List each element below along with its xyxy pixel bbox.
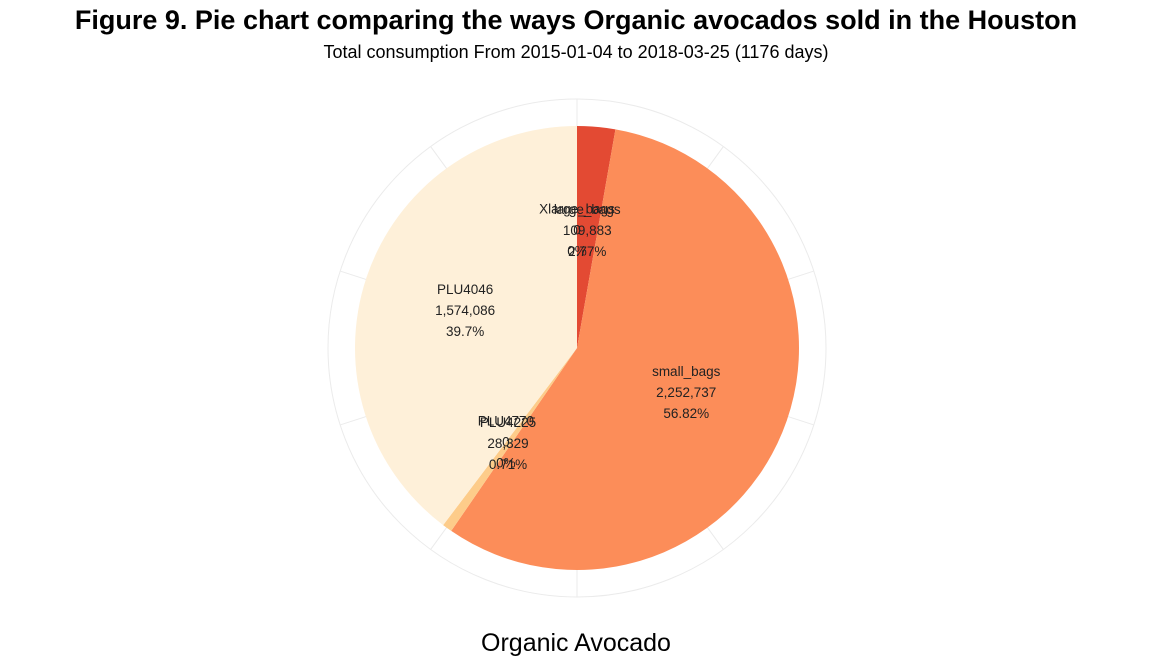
slice-label-percent-PLU4225: 0.71% — [489, 457, 527, 472]
chart-subtitle: Total consumption From 2015-01-04 to 201… — [323, 42, 829, 62]
slice-label-name-PLU4770: PLU4770 — [478, 414, 534, 429]
slice-label-name-small_bags: small_bags — [652, 364, 721, 379]
slice-label-value-PLU4225: 28,329 — [487, 436, 528, 451]
slice-label-percent-Xlarge_bags: 0% — [567, 244, 587, 259]
slice-labels: large_bags 109,883 2.77% small_bags 2,252,73… — [435, 202, 721, 473]
slice-label-value-PLU4046: 1,574,086 — [435, 303, 495, 318]
pie-slice-small_bags — [451, 129, 800, 571]
slice-label-value-PLU4770: 0 — [502, 435, 510, 450]
pie-slice-PLU4046 — [355, 126, 577, 526]
chart-title: Figure 9. Pie chart comparing the ways O… — [74, 5, 1078, 35]
slice-label-name-Xlarge_bags: Xlarge_bags — [539, 202, 615, 217]
slice-label-name-PLU4046: PLU4046 — [437, 282, 493, 297]
slice-label-percent-small_bags: 56.82% — [663, 406, 709, 421]
pie-slices — [355, 126, 800, 571]
slice-label-name-PLU4225: PLU4225 — [480, 415, 536, 430]
pie-slice-PLU4225 — [443, 348, 577, 531]
slice-label-value-small_bags: 2,252,737 — [656, 385, 716, 400]
slice-label-percent-PLU4770: 0% — [496, 456, 516, 471]
pie-slice-large_bags — [577, 126, 616, 348]
slice-label-value-large_bags: 109,883 — [563, 223, 612, 238]
slice-label-percent-PLU4046: 39.7% — [446, 324, 484, 339]
slice-label-name-large_bags: large_bags — [554, 202, 621, 217]
slice-label-percent-large_bags: 2.77% — [568, 244, 606, 259]
slice-label-value-Xlarge_bags: 0 — [573, 223, 581, 238]
x-axis-label: Organic Avocado — [481, 629, 671, 657]
